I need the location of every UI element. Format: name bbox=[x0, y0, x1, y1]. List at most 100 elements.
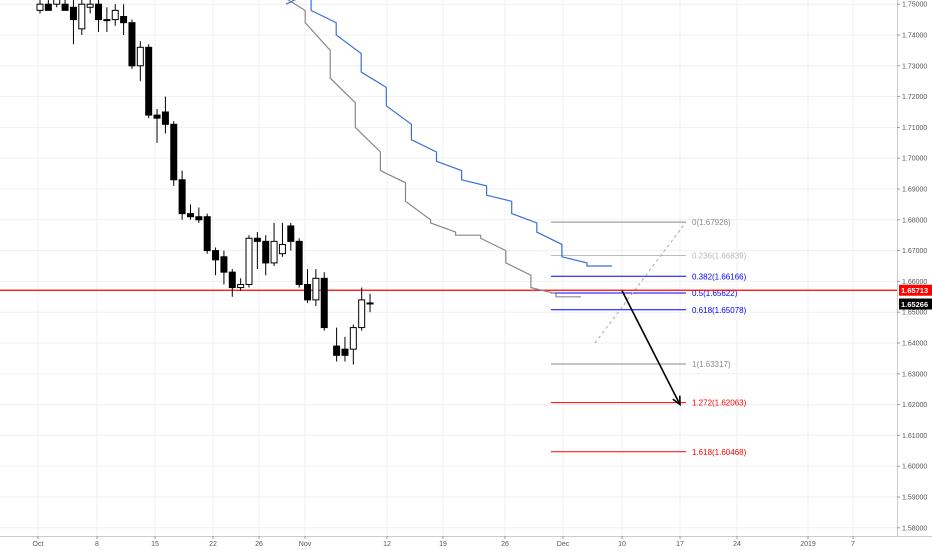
moving-average-fast bbox=[287, 0, 581, 298]
x-tick-label: 15 bbox=[151, 541, 159, 548]
y-tick-label: 1.64000 bbox=[902, 341, 927, 348]
candle-body-bear bbox=[341, 348, 349, 356]
y-tick-label: 1.62000 bbox=[902, 402, 927, 409]
fib-level-label: 1(1.63317) bbox=[692, 360, 731, 369]
y-tick-label: 1.58000 bbox=[902, 525, 927, 532]
candle-body-bear bbox=[170, 123, 178, 181]
candle-body-bull bbox=[103, 19, 111, 22]
x-tick-label: 26 bbox=[255, 541, 263, 548]
fib-level-label: 1.618(1.60468) bbox=[692, 448, 747, 457]
x-tick-label: 8 bbox=[95, 541, 99, 548]
x-tick-label: Nov bbox=[299, 541, 312, 548]
fib-level-label: 0.618(1.65078) bbox=[692, 306, 747, 315]
y-tick-label: 1.75000 bbox=[902, 2, 927, 9]
y-tick-label: 1.59000 bbox=[902, 495, 927, 502]
last-price-tag-text: 1.65266 bbox=[901, 300, 928, 309]
candle-body-bull bbox=[366, 302, 374, 305]
candle-body-bear bbox=[128, 22, 136, 67]
candle-body-bull bbox=[245, 237, 253, 285]
candle-body-bear bbox=[145, 46, 153, 116]
x-tick-label: 10 bbox=[618, 541, 626, 548]
candle-body-bear bbox=[95, 3, 103, 21]
candle-body-bull bbox=[78, 3, 86, 30]
candle-body-bull bbox=[270, 240, 278, 264]
fib-level-label: 0(1.67926) bbox=[692, 218, 731, 227]
price-tags: 1.65713 1.65266 bbox=[899, 284, 932, 310]
fib-trend-line bbox=[594, 221, 687, 344]
x-tick-label: Oct bbox=[33, 541, 44, 548]
candle-body-bear bbox=[220, 256, 228, 273]
candle-body-bull bbox=[86, 3, 94, 8]
last-price-tag bbox=[899, 298, 932, 310]
candle-body-bear bbox=[333, 345, 341, 356]
y-tick-label: 1.60000 bbox=[902, 464, 927, 471]
y-tick-label: 1.71000 bbox=[902, 125, 927, 132]
projection-arrow-layer bbox=[621, 290, 681, 407]
candle-body-bull bbox=[111, 9, 119, 21]
candle-body-bear bbox=[212, 250, 220, 261]
candle-body-bear bbox=[195, 216, 203, 221]
x-tick-label: 26 bbox=[501, 541, 509, 548]
x-tick-label: 19 bbox=[439, 541, 447, 548]
candle-body-bear bbox=[287, 225, 295, 242]
resistance-price-tag bbox=[899, 284, 932, 296]
candle-body-bear bbox=[161, 111, 169, 125]
x-tick-label: 12 bbox=[383, 541, 391, 548]
price-axis[interactable]: 1.58000 1.59000 1.60000 1.61000 1.62000 1.630… bbox=[897, 2, 927, 533]
x-tick-label: 24 bbox=[733, 541, 741, 548]
y-tick-label: 1.72000 bbox=[902, 94, 927, 101]
candle-body-bull bbox=[36, 3, 44, 11]
projection-arrow-head bbox=[672, 395, 681, 407]
candle-body-bull bbox=[358, 299, 366, 329]
candle-body-bear bbox=[203, 216, 211, 252]
x-tick-label: 2019 bbox=[800, 541, 816, 548]
candle-body-bear bbox=[61, 3, 69, 11]
candle-body-bull bbox=[53, 0, 61, 5]
candle-body-bear bbox=[44, 3, 52, 11]
candle-body-bear bbox=[262, 240, 270, 264]
x-tick-label: 7 bbox=[851, 541, 855, 548]
candle-body-bear bbox=[178, 179, 186, 215]
fibonacci-levels: 0(1.67926) 0.236(1.66839) 0.382(1.66166) 0.… bbox=[551, 218, 747, 457]
time-axis[interactable]: Oct 8 15 22 26 Nov 12 19 26 Dec 10 17 24 2019 7 bbox=[33, 536, 855, 548]
y-tick-label: 1.73000 bbox=[902, 63, 927, 70]
x-tick-label: Dec bbox=[557, 541, 570, 548]
resistance-price-tag-text: 1.65713 bbox=[901, 286, 928, 295]
y-tick-label: 1.66000 bbox=[902, 279, 927, 286]
y-tick-label: 1.74000 bbox=[902, 33, 927, 40]
y-tick-label: 1.63000 bbox=[902, 371, 927, 378]
fib-level-label: 0.236(1.66839) bbox=[692, 252, 747, 261]
candle-body-bull bbox=[349, 327, 357, 350]
candle-body-bull bbox=[136, 46, 144, 67]
x-tick-label: 17 bbox=[676, 541, 684, 548]
y-tick-label: 1.70000 bbox=[902, 156, 927, 163]
y-tick-label: 1.69000 bbox=[902, 187, 927, 194]
projection-arrow-shaft bbox=[621, 290, 681, 405]
candle-body-bear bbox=[69, 6, 77, 21]
candle-body-bull bbox=[312, 277, 320, 301]
fib-level-label: 0.382(1.66166) bbox=[692, 272, 747, 281]
candlesticks bbox=[36, 0, 374, 365]
candle-body-bear bbox=[320, 277, 328, 329]
y-tick-label: 1.67000 bbox=[902, 248, 927, 255]
grid bbox=[0, 0, 897, 536]
candle-body-bull bbox=[278, 243, 286, 255]
candle-body-bear bbox=[120, 16, 128, 24]
fib-level-label: 0.5(1.65622) bbox=[692, 289, 738, 298]
candle-body-bear bbox=[295, 240, 303, 285]
y-tick-label: 1.65000 bbox=[902, 310, 927, 317]
x-tick-label: 22 bbox=[209, 541, 217, 548]
candle-body-bull bbox=[237, 283, 245, 289]
moving-averages bbox=[285, 0, 612, 298]
moving-average-slow bbox=[285, 0, 612, 267]
candle-body-bear bbox=[186, 213, 194, 218]
candle-body-bear bbox=[304, 283, 312, 301]
fib-level-label: 1.272(1.62063) bbox=[692, 399, 747, 408]
candle-body-bear bbox=[253, 237, 261, 242]
y-tick-label: 1.68000 bbox=[902, 217, 927, 224]
candle-body-bear bbox=[228, 271, 236, 289]
y-tick-label: 1.61000 bbox=[902, 433, 927, 440]
candle-body-bear bbox=[153, 114, 161, 119]
